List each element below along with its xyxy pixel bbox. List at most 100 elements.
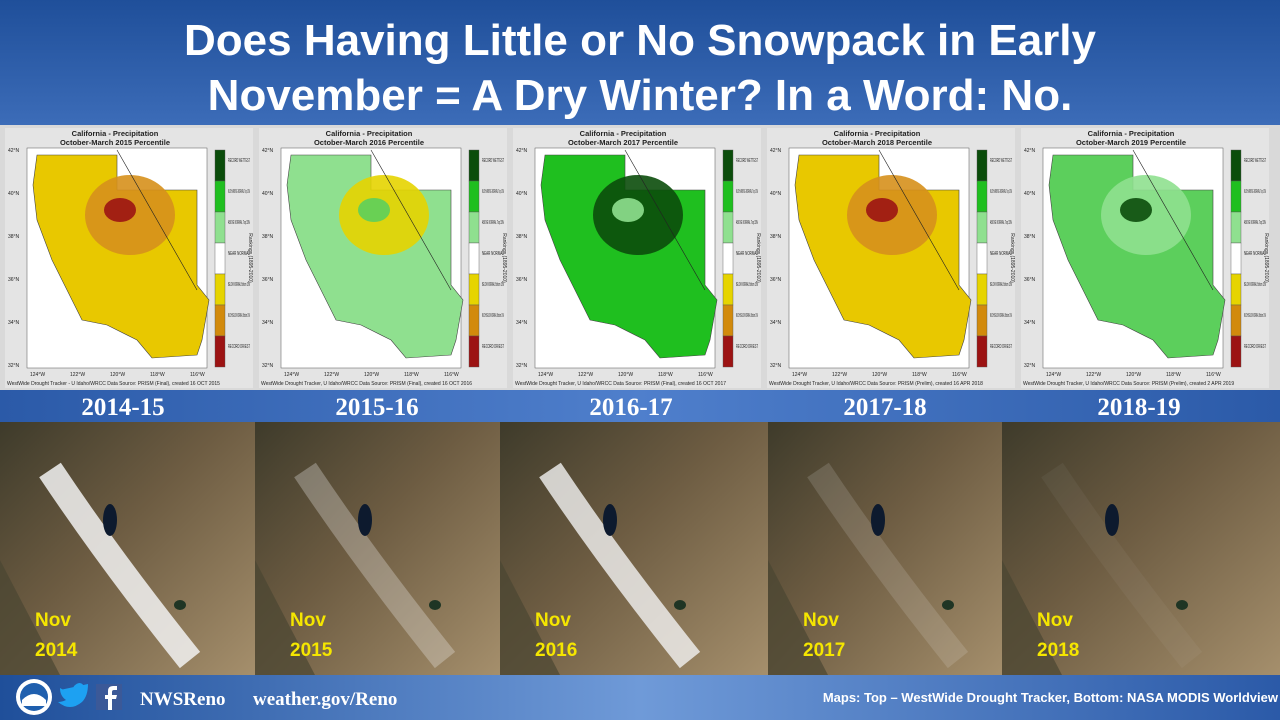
legend-swatch — [722, 273, 734, 306]
lat-tick: 34°N — [262, 320, 274, 326]
legend-label: MUCH ABOVE NORMAL Top 10% — [736, 189, 758, 195]
noaa-logo — [22, 694, 46, 706]
map-source: WestWide Drought Tracker - U Idaho/WRCC … — [7, 381, 220, 387]
legend-swatch — [214, 335, 226, 368]
state-border — [1132, 149, 1214, 291]
legend-swatch — [976, 180, 988, 213]
lat-tick: 40°N — [8, 191, 20, 197]
lat-tick: 36°N — [262, 277, 274, 283]
lat-tick: 34°N — [770, 320, 782, 326]
lon-tick: 124°W — [792, 372, 807, 378]
legend-label: MUCH ABOVE NORMAL Top 10% — [228, 189, 250, 195]
lon-tick: 116°W — [444, 372, 459, 378]
legend-label: MUCH BELOW NORMAL Bottom 10% — [736, 313, 758, 319]
legend-label: BELOW NORMAL Bottom 33% — [482, 282, 504, 288]
lon-tick: 116°W — [1206, 372, 1221, 378]
lon-tick: 124°W — [284, 372, 299, 378]
lon-tick: 124°W — [1046, 372, 1061, 378]
snow-band — [539, 462, 701, 669]
legend-label: NEAR NORMAL — [736, 251, 758, 257]
map-region — [1120, 198, 1152, 222]
lat-tick: 40°N — [1024, 191, 1036, 197]
lat-tick: 36°N — [8, 277, 20, 283]
sat-month: Nov — [535, 610, 571, 631]
lat-tick: 32°N — [8, 363, 20, 369]
legend-swatch — [976, 149, 988, 182]
sat-month: Nov — [35, 610, 71, 631]
legend-label: MUCH BELOW NORMAL Bottom 10% — [482, 313, 504, 319]
url: weather.gov/Reno — [253, 689, 397, 710]
year-label: 2015-16 — [335, 394, 418, 421]
satellite-land — [0, 422, 255, 675]
legend-swatch — [722, 242, 734, 275]
year-label: 2017-18 — [843, 394, 926, 421]
valley — [255, 560, 315, 675]
legend-swatch — [468, 242, 480, 275]
legend-label: ABOVE NORMAL Top 33% — [482, 220, 504, 226]
legend-swatch — [722, 180, 734, 213]
legend-label: NEAR NORMAL — [990, 251, 1012, 257]
satellite-image — [1002, 422, 1280, 675]
map-title: California - Precipitation — [834, 129, 921, 138]
legend-swatch — [468, 180, 480, 213]
lat-tick: 42°N — [1024, 148, 1036, 154]
valley — [500, 560, 560, 675]
lat-tick: 38°N — [8, 234, 20, 240]
legend-swatch — [468, 335, 480, 368]
lat-tick: 42°N — [770, 148, 782, 154]
legend-swatch — [214, 180, 226, 213]
lake — [1176, 600, 1188, 610]
legend-swatch — [214, 304, 226, 337]
lake — [674, 600, 686, 610]
map-title: California - Precipitation — [580, 129, 667, 138]
map-title: California - Precipitation — [1088, 129, 1175, 138]
lake — [1105, 504, 1119, 536]
map-subtitle: October-March 2019 Percentile — [1076, 138, 1186, 147]
sat-year: 2014 — [35, 640, 78, 661]
lat-tick: 42°N — [516, 148, 528, 154]
map-subtitle: October-March 2017 Percentile — [568, 138, 678, 147]
lat-tick: 42°N — [262, 148, 274, 154]
lat-tick: 38°N — [516, 234, 528, 240]
lon-tick: 118°W — [150, 372, 165, 378]
state-border — [116, 149, 198, 291]
satellite-land — [500, 422, 768, 675]
satellite-image — [500, 422, 768, 675]
lon-tick: 124°W — [30, 372, 45, 378]
legend-swatch — [1230, 304, 1242, 337]
lake — [358, 504, 372, 536]
map-subtitle: October-March 2015 Percentile — [60, 138, 170, 147]
legend-label: ABOVE NORMAL Top 33% — [990, 220, 1012, 226]
legend-label: RECORD WETTEST — [228, 158, 250, 164]
legend-axis-label: Rankings (1895-2010) — [247, 233, 253, 283]
map-title: California - Precipitation — [72, 129, 159, 138]
lon-tick: 118°W — [658, 372, 673, 378]
lake — [103, 504, 117, 536]
legend-label: BELOW NORMAL Bottom 33% — [736, 282, 758, 288]
satellite-image — [255, 422, 500, 675]
legend-swatch — [468, 304, 480, 337]
legend-swatch — [214, 242, 226, 275]
legend-axis-label: Rankings (1895-2010) — [755, 233, 761, 283]
lat-tick: 36°N — [1024, 277, 1036, 283]
legend-axis-label: Rankings (1895-2010) — [501, 233, 507, 283]
map-subtitle: October-March 2018 Percentile — [822, 138, 932, 147]
legend-label: MUCH ABOVE NORMAL Top 10% — [482, 189, 504, 195]
legend-label: RECORD WETTEST — [990, 158, 1012, 164]
legend-swatch — [1230, 242, 1242, 275]
legend-swatch — [1230, 180, 1242, 213]
handle: NWSReno — [140, 689, 226, 710]
map-region — [866, 198, 898, 222]
legend-swatch — [722, 211, 734, 244]
legend-label: RECORD DRIEST — [736, 344, 758, 350]
lon-tick: 118°W — [912, 372, 927, 378]
valley — [0, 560, 60, 675]
legend-swatch — [722, 304, 734, 337]
legend-swatch — [214, 273, 226, 306]
lake — [174, 600, 186, 610]
lake — [871, 504, 885, 536]
lat-tick: 32°N — [1024, 363, 1036, 369]
lon-tick: 116°W — [952, 372, 967, 378]
legend-label: RECORD WETTEST — [482, 158, 504, 164]
map-source: WestWide Drought Tracker, U Idaho/WRCC D… — [261, 381, 472, 387]
